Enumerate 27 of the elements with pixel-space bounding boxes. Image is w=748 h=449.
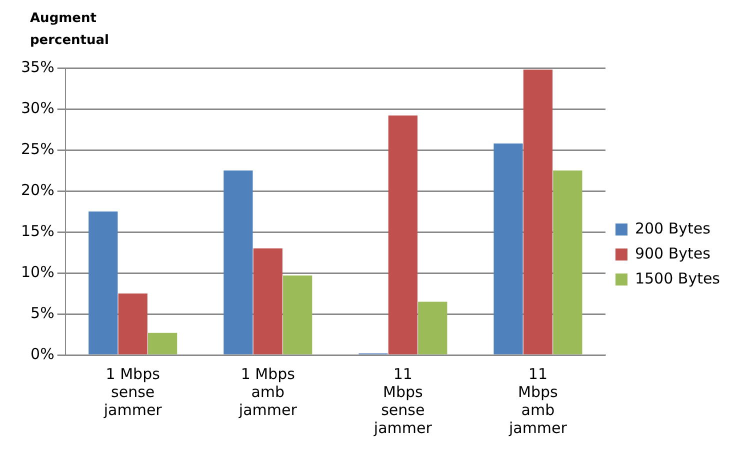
y-tick-label: 30% — [20, 98, 54, 117]
x-tick-label: 11 Mbps sense jammer — [372, 364, 433, 437]
bar — [553, 170, 582, 354]
bar — [523, 70, 553, 354]
bar — [148, 332, 178, 354]
bar — [388, 116, 418, 354]
y-tick-label: 5% — [30, 304, 54, 322]
legend-label: 900 Bytes — [634, 244, 711, 262]
y-tick-label: 15% — [20, 222, 54, 240]
y-tick-label: 10% — [20, 262, 54, 281]
bar — [283, 275, 312, 354]
y-tick-label: 20% — [20, 180, 54, 199]
y-tick-label: 35% — [20, 58, 54, 76]
bar — [253, 248, 282, 354]
y-tick-label: 0% — [30, 344, 54, 363]
legend-label: 1500 Bytes — [634, 269, 720, 288]
bar — [88, 212, 118, 354]
bar — [224, 170, 253, 354]
x-tick-label: 11 Mbps amb jammer — [508, 364, 568, 437]
bar — [494, 143, 523, 354]
y-axis-title: Augment percentual — [30, 10, 110, 50]
legend-label: 200 Bytes — [634, 219, 711, 238]
x-tick-label: 1 Mbps amb jammer — [238, 364, 298, 419]
bar — [418, 302, 448, 354]
x-tick-label: 1 Mbps sense jammer — [102, 364, 163, 419]
y-tick-label: 25% — [20, 140, 54, 158]
bar — [118, 294, 148, 354]
